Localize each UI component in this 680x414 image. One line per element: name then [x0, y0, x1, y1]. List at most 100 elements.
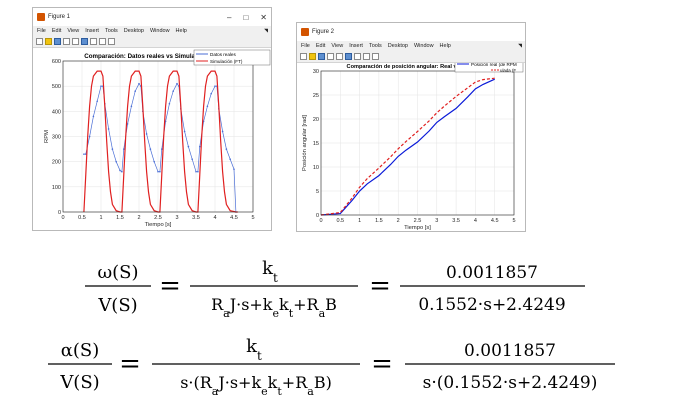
data-point: [107, 128, 110, 130]
new-figure-icon[interactable]: [300, 53, 307, 60]
menu-overflow-icon[interactable]: ◥: [518, 43, 522, 49]
numeric-denominator: 0.1552·s+2.4249: [418, 295, 565, 315]
menu-file[interactable]: File: [301, 43, 310, 49]
series-line-1: [320, 77, 495, 216]
pointer-icon[interactable]: [99, 38, 106, 45]
menu-edit[interactable]: Edit: [51, 28, 62, 34]
y-tick-label: 20: [313, 117, 319, 123]
x-tick-label: 2.5: [154, 215, 162, 221]
menu-desktop[interactable]: Desktop: [387, 43, 408, 49]
x-tick-label: 1.5: [116, 215, 124, 221]
equals-sign: =: [369, 271, 391, 301]
legend-label: Posición real (de RPM: [471, 63, 517, 67]
voltage-denominator: V(S): [59, 372, 99, 393]
legend-box: [193, 49, 271, 66]
maximize-icon[interactable]: □: [243, 12, 249, 22]
data-point: [119, 169, 121, 172]
minimize-icon[interactable]: –: [227, 12, 232, 22]
edit-plot-icon[interactable]: [72, 38, 79, 45]
kt-numerator: kt: [262, 258, 278, 285]
numeric-numerator: 0.0011857: [464, 341, 556, 361]
data-point: [138, 82, 140, 85]
link-icon[interactable]: [108, 38, 115, 45]
x-tick-label: 0.5: [78, 215, 86, 221]
data-point: [126, 123, 129, 125]
equals-sign: =: [119, 349, 141, 379]
menu-bar: File Edit View Insert Tools Desktop Wind…: [33, 26, 271, 36]
physical-denominator: RaJ·s+kekt+RaB: [211, 295, 337, 320]
x-tick-label: 4.5: [230, 215, 238, 221]
menu-insert[interactable]: Insert: [349, 43, 363, 49]
menu-overflow-icon[interactable]: ◥: [264, 28, 268, 34]
figure-toolbar: [297, 51, 525, 63]
open-file-icon[interactable]: [45, 38, 52, 45]
insert-colorbar-icon[interactable]: [81, 38, 88, 45]
y-tick-label: 25: [313, 93, 319, 99]
figure-2-window: Figure 2 File Edit View Insert Tools Des…: [296, 22, 526, 232]
x-tick-label: 3: [175, 215, 178, 221]
data-point: [149, 148, 152, 150]
data-point: [183, 130, 186, 133]
figure-2-titlebar: Figure 2: [297, 23, 525, 41]
window-title: Figure 1: [48, 14, 71, 20]
menu-window[interactable]: Window: [149, 28, 170, 34]
save-icon[interactable]: [318, 53, 325, 60]
menu-file[interactable]: File: [37, 28, 46, 34]
data-point: [161, 148, 163, 150]
x-tick-label: 3.5: [452, 218, 460, 224]
save-icon[interactable]: [54, 38, 61, 45]
x-tick-label: 0: [61, 215, 64, 221]
angular-position-chart: 0 0.5 1 1.5 2 2.5 3 3.5 4 4.5 5 0 5 10 15 20 25 30 Compara…: [302, 59, 524, 231]
insert-legend-icon[interactable]: [90, 38, 97, 45]
data-point: [168, 102, 171, 105]
data-point: [88, 135, 91, 138]
menu-tools[interactable]: Tools: [104, 28, 118, 34]
x-tick-label: 2.5: [414, 218, 422, 224]
y-tick-label: 100: [52, 185, 61, 191]
figure-2-plot-area: 0 0.5 1 1.5 2 2.5 3 3.5 4 4.5 5 0 5 10 15 20 25 30 Compara…: [297, 59, 525, 231]
menu-view[interactable]: View: [331, 43, 344, 49]
y-tick-label: 15: [313, 141, 319, 147]
legend-label-partial: ulada (F: [500, 68, 516, 73]
edit-plot-icon[interactable]: [336, 53, 343, 60]
window-title: Figure 2: [312, 29, 335, 35]
data-point: [187, 145, 190, 148]
alpha-numerator: α(S): [61, 340, 100, 361]
data-point: [210, 92, 212, 95]
menu-help[interactable]: Help: [175, 28, 187, 34]
x-tick-label: 2: [137, 215, 140, 221]
menu-tools[interactable]: Tools: [368, 43, 382, 49]
data-point: [199, 145, 201, 148]
data-point: [195, 170, 197, 173]
menu-edit[interactable]: Edit: [315, 43, 326, 49]
x-tick-label: 3.5: [192, 215, 200, 221]
print-icon[interactable]: [63, 38, 70, 45]
menu-view[interactable]: View: [67, 28, 80, 34]
menu-bar: File Edit View Insert Tools Desktop Wind…: [297, 41, 525, 51]
close-icon[interactable]: ✕: [260, 12, 267, 22]
insert-legend-icon[interactable]: [354, 53, 361, 60]
y-tick-label: 600: [52, 59, 61, 65]
menu-desktop[interactable]: Desktop: [123, 28, 144, 34]
series-line-0: [320, 78, 495, 216]
data-point: [225, 148, 228, 150]
x-tick-label: 3: [435, 218, 438, 224]
menu-window[interactable]: Window: [413, 43, 434, 49]
pointer-icon[interactable]: [363, 53, 370, 60]
menu-help[interactable]: Help: [439, 43, 451, 49]
voltage-denominator: V(S): [97, 295, 137, 316]
data-point: [83, 153, 85, 155]
data-point: [229, 158, 231, 160]
link-icon[interactable]: [372, 53, 379, 60]
new-figure-icon[interactable]: [36, 38, 43, 45]
open-file-icon[interactable]: [309, 53, 316, 60]
menu-insert[interactable]: Insert: [85, 28, 99, 34]
data-point: [111, 148, 114, 150]
data-point: [130, 105, 133, 108]
insert-colorbar-icon[interactable]: [345, 53, 352, 60]
x-tick-label: 4: [213, 215, 216, 221]
y-axis-label: Posición angular [rad]: [302, 115, 308, 171]
print-icon[interactable]: [327, 53, 334, 60]
data-point: [197, 170, 199, 173]
data-point: [92, 115, 95, 118]
